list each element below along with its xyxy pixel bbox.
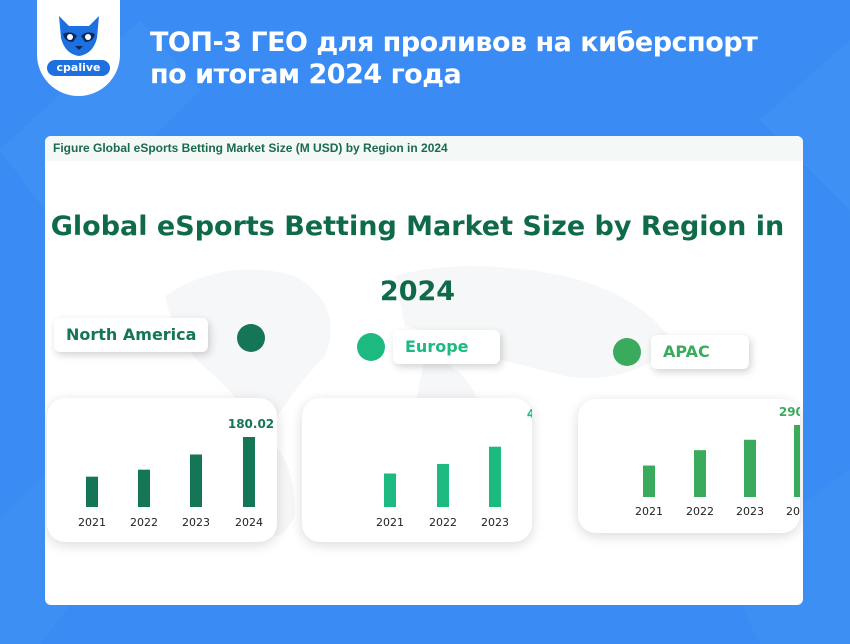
figure-card: Figure Global eSports Betting Market Siz… (45, 136, 803, 605)
bar-2022 (694, 450, 706, 497)
logo-text: cpalive (47, 60, 110, 76)
bar-2023 (190, 454, 202, 507)
bar-2024 (243, 437, 255, 507)
legend-dot-north-america (237, 324, 265, 352)
figure-caption: Figure Global eSports Betting Market Siz… (45, 136, 803, 161)
tick-label-2022: 2022 (686, 505, 714, 518)
region-label-apac: APAC (651, 335, 749, 369)
bar-chart-north-america: 2021 2022 2023 2024 180.02 (78, 417, 274, 529)
headline-line-2: по итогам 2024 года (150, 59, 462, 90)
tick-label-2022: 2022 (130, 516, 158, 529)
tick-label-2021: 2021 (635, 505, 663, 518)
region-label-europe: Europe (393, 330, 500, 364)
tick-label-2022: 2022 (429, 516, 457, 529)
chart-panel-north-america: 2021 2022 2023 2024 180.02 (47, 398, 277, 542)
bar-2021 (86, 476, 98, 507)
tick-label-2024: 2024 (786, 505, 800, 518)
page-headline: ТОП-3 ГЕО для проливов на киберспорт по … (150, 27, 758, 91)
chart-panel-apac: 2021 2022 2023 2024 290.61 (578, 399, 800, 533)
region-label-north-america: North America (54, 318, 209, 352)
data-label-2024: 477.57 (527, 407, 532, 421)
tick-label-2021: 2021 (376, 516, 404, 529)
legend-dot-apac (613, 338, 641, 366)
bar-chart-apac: 2021 2022 2023 2024 290.61 (635, 405, 800, 518)
chart-panel-europe: 2021202220232024477.57 (302, 398, 532, 542)
tick-label-2024: 2024 (235, 516, 263, 529)
tick-label-2023: 2023 (481, 516, 509, 529)
headline-line-1: ТОП-3 ГЕО для проливов на киберспорт (150, 27, 758, 58)
chart-title-line-1: Global eSports Betting Market Size by Re… (50, 211, 785, 242)
bar-chart-europe: 2021202220232024477.57 (376, 407, 532, 529)
tick-label-2023: 2023 (182, 516, 210, 529)
tick-label-2021: 2021 (78, 516, 106, 529)
tick-label-2023: 2023 (736, 505, 764, 518)
bar-2021 (384, 473, 396, 507)
bar-2021 (643, 465, 655, 497)
data-label-2024: 290.61 (779, 405, 800, 419)
chart-title-line-2: 2024 (379, 276, 456, 307)
bar-2023 (744, 439, 756, 497)
legend-dot-europe (357, 333, 385, 361)
bar-2022 (138, 469, 150, 507)
bar-2022 (437, 463, 449, 507)
data-label-2024: 180.02 (228, 417, 274, 431)
bar-2024 (794, 425, 800, 497)
bar-2023 (489, 446, 501, 507)
raccoon-logo-icon (58, 16, 99, 56)
cpalive-logo: cpalive (37, 0, 120, 96)
